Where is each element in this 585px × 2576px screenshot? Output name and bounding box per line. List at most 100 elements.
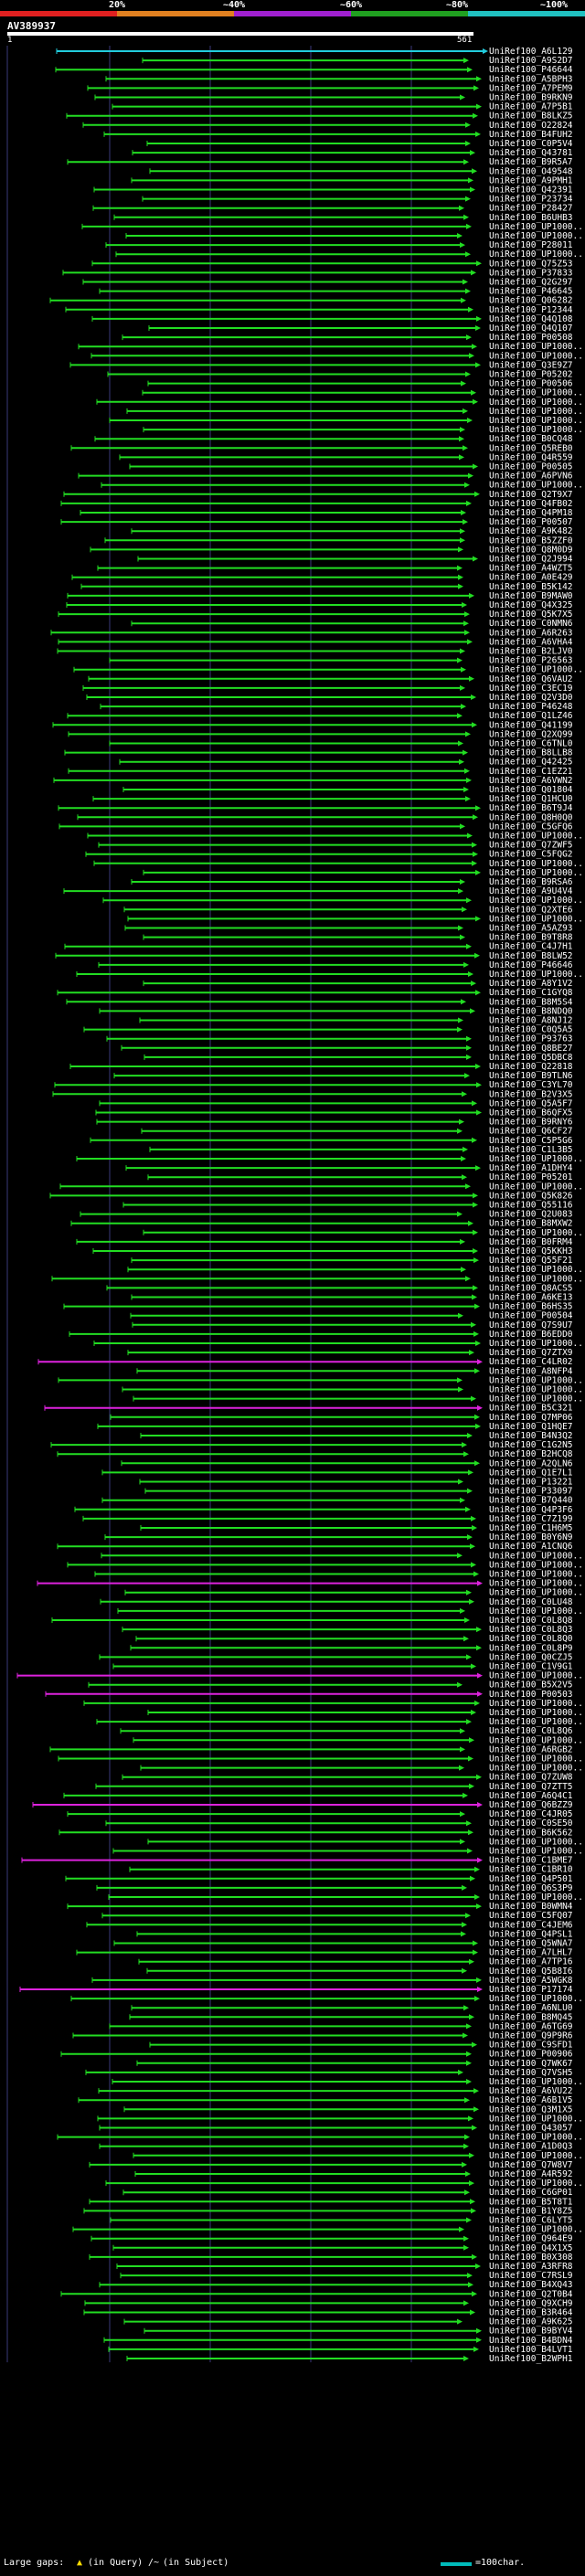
hit-name[interactable]: UniRef100_Q5K7X5: [489, 610, 573, 620]
hit-name[interactable]: UniRef100_B5X2V5: [489, 1680, 573, 1691]
hit-name[interactable]: UniRef100_B4N3Q2: [489, 1431, 573, 1441]
hit-row[interactable]: UniRef100_Q964E9: [90, 2234, 573, 2244]
hit-row[interactable]: UniRef100_UP1000..: [109, 416, 583, 426]
hit-name[interactable]: UniRef100_Q43057: [489, 2124, 573, 2134]
hit-name[interactable]: UniRef100_UP1000..: [489, 425, 583, 435]
hit-row[interactable]: UniRef100_C1G2N5: [50, 1440, 573, 1450]
hit-row[interactable]: UniRef100_C6GP01: [122, 2188, 573, 2198]
hit-row[interactable]: UniRef100_Q1E7L1: [101, 1468, 573, 1478]
hit-row[interactable]: UniRef100_P46644: [55, 65, 573, 75]
hit-row[interactable]: UniRef100_A4WZT5: [97, 564, 573, 574]
hit-row[interactable]: UniRef100_UP1000..: [59, 1182, 583, 1192]
hit-row[interactable]: UniRef100_Q22818: [69, 1062, 573, 1072]
hit-row[interactable]: UniRef100_A6KE13: [131, 1293, 573, 1303]
hit-name[interactable]: UniRef100_A8Y1V2: [489, 979, 573, 989]
hit-name[interactable]: UniRef100_Q5A5F7: [489, 1098, 573, 1108]
hit-name[interactable]: UniRef100_C4J7H1: [489, 942, 573, 952]
hit-row[interactable]: UniRef100_UP1000..: [127, 914, 583, 924]
hit-row[interactable]: UniRef100_B8LKZ5: [66, 111, 573, 122]
hit-row[interactable]: UniRef100_A6R263: [50, 628, 573, 638]
hit-name[interactable]: UniRef100_B9RKN9: [489, 93, 573, 103]
hit-row[interactable]: UniRef100_UP1000..: [101, 1551, 583, 1561]
hit-row[interactable]: UniRef100_UP1000..: [143, 868, 583, 878]
hit-row[interactable]: UniRef100_Q7S9U7: [132, 1320, 573, 1330]
hit-row[interactable]: UniRef100_B9RNY6: [96, 1118, 573, 1128]
hit-row[interactable]: UniRef100_Q8M0D9: [90, 545, 573, 555]
hit-name[interactable]: UniRef100_UP1000..: [489, 914, 583, 924]
hit-name[interactable]: UniRef100_Q2XQ99: [489, 729, 573, 739]
hit-name[interactable]: UniRef100_Q2J994: [489, 555, 573, 565]
hit-name[interactable]: UniRef100_UP1000..: [489, 1837, 583, 1847]
hit-name[interactable]: UniRef100_B8NDQ0: [489, 1006, 573, 1016]
hit-row[interactable]: UniRef100_A5WGK8: [91, 1976, 573, 1986]
hit-name[interactable]: UniRef100_UP1000..: [489, 1579, 583, 1589]
hit-name[interactable]: UniRef100_UP1000..: [489, 1228, 583, 1238]
hit-row[interactable]: UniRef100_UP1000..: [78, 342, 583, 352]
hit-row[interactable]: UniRef100_Q7ZWF5: [98, 841, 573, 851]
hit-row[interactable]: UniRef100_C0L8Q6: [120, 1726, 573, 1736]
hit-row[interactable]: UniRef100_C0L8Q8: [51, 1616, 573, 1626]
hit-name[interactable]: UniRef100_Q1E7L1: [489, 1468, 573, 1478]
hit-name[interactable]: UniRef100_C3EC19: [489, 684, 573, 694]
hit-name[interactable]: UniRef100_Q8H0Q0: [489, 812, 573, 822]
hit-row[interactable]: UniRef100_UP1000..: [70, 1994, 583, 2004]
hit-name[interactable]: UniRef100_B8M5S4: [489, 997, 573, 1007]
hit-row[interactable]: UniRef100_Q5WNA7: [113, 1939, 573, 1949]
hit-name[interactable]: UniRef100_UP1000..: [489, 407, 583, 417]
hit-row[interactable]: UniRef100_C1BR10: [129, 1865, 573, 1875]
hit-row[interactable]: UniRef100_C0Q5A5: [83, 1025, 573, 1035]
hit-row[interactable]: UniRef100_B0CQ48: [94, 434, 573, 444]
hit-row[interactable]: UniRef100_A9S2D7: [142, 56, 573, 66]
hit-row[interactable]: UniRef100_Q4X1X5: [112, 2243, 573, 2253]
hit-row[interactable]: UniRef100_UP1000..: [143, 425, 583, 435]
hit-name[interactable]: UniRef100_Q7W8V7: [489, 2160, 573, 2170]
hit-name[interactable]: UniRef100_Q6S3P9: [489, 1883, 573, 1893]
hit-row[interactable]: UniRef100_UP1000..: [96, 1717, 583, 1727]
hit-row[interactable]: UniRef100_UP1000..: [87, 832, 583, 842]
hit-name[interactable]: UniRef100_UP1000..: [489, 388, 583, 398]
hit-name[interactable]: UniRef100_UP1000..: [489, 2151, 583, 2161]
hit-row[interactable]: UniRef100_C3EC19: [82, 684, 573, 694]
hit-row[interactable]: UniRef100_A6B1V5: [78, 2095, 573, 2105]
hit-row[interactable]: UniRef100_A6VU22: [98, 2086, 573, 2096]
hit-name[interactable]: UniRef100_B0FRM4: [489, 1237, 573, 1247]
hit-name[interactable]: UniRef100_C3YL70: [489, 1080, 573, 1090]
hit-row[interactable]: UniRef100_C0L8P9: [130, 1643, 573, 1653]
hit-name[interactable]: UniRef100_C7Z199: [489, 1514, 573, 1524]
hit-name[interactable]: UniRef100_B5T8T1: [489, 2197, 573, 2207]
hit-name[interactable]: UniRef100_Q42425: [489, 758, 573, 768]
hit-row[interactable]: UniRef100_A6TG69: [109, 2021, 573, 2031]
hit-row[interactable]: UniRef100_B8LW52: [55, 951, 573, 961]
hit-name[interactable]: UniRef100_B9TLN6: [489, 1071, 573, 1081]
hit-name[interactable]: UniRef100_C1EZ21: [489, 767, 573, 777]
hit-name[interactable]: UniRef100_UP1000..: [489, 222, 583, 232]
hit-row[interactable]: UniRef100_A6VHA4: [58, 637, 573, 647]
hit-name[interactable]: UniRef100_A6B1V5: [489, 2095, 573, 2105]
hit-name[interactable]: UniRef100_A6R263: [489, 628, 573, 638]
hit-name[interactable]: UniRef100_UP1000..: [489, 1892, 583, 1903]
hit-row[interactable]: UniRef100_Q75Z53: [91, 259, 573, 269]
hit-name[interactable]: UniRef100_UP1000..: [489, 1394, 583, 1405]
hit-row[interactable]: UniRef100_O49548: [149, 166, 573, 176]
hit-name[interactable]: UniRef100_UP1000..: [489, 1699, 583, 1709]
hit-name[interactable]: UniRef100_Q43781: [489, 148, 573, 158]
hit-row[interactable]: UniRef100_UP1000..: [58, 1375, 583, 1385]
hit-row[interactable]: UniRef100_B3R464: [83, 2308, 573, 2318]
hit-name[interactable]: UniRef100_B8LKZ5: [489, 111, 573, 122]
hit-name[interactable]: UniRef100_Q06282: [489, 296, 573, 306]
hit-row[interactable]: UniRef100_C5FQ07: [101, 1911, 573, 1921]
hit-name[interactable]: UniRef100_UP1000..: [489, 416, 583, 426]
hit-name[interactable]: UniRef100_Q2T0B4: [489, 2289, 573, 2299]
hit-row[interactable]: UniRef100_UP1000..: [76, 1154, 583, 1164]
hit-row[interactable]: UniRef100_Q7ZTX9: [127, 1348, 573, 1358]
hit-row[interactable]: UniRef100_C6TNL0: [109, 739, 573, 749]
hit-name[interactable]: UniRef100_A9U4V4: [489, 886, 573, 896]
hit-name[interactable]: UniRef100_UP1000..: [489, 342, 583, 352]
hit-row[interactable]: UniRef100_A7P5B1: [112, 102, 573, 112]
hit-row[interactable]: UniRef100_C4J7H1: [64, 942, 573, 952]
hit-name[interactable]: UniRef100_Q6BZZ9: [489, 1800, 573, 1810]
hit-name[interactable]: UniRef100_B5C321: [489, 1404, 573, 1414]
hit-name[interactable]: UniRef100_A7PEM9: [489, 83, 573, 93]
hit-row[interactable]: UniRef100_UP1000..: [142, 388, 583, 398]
hit-row[interactable]: UniRef100_Q2XQ99: [68, 729, 573, 739]
